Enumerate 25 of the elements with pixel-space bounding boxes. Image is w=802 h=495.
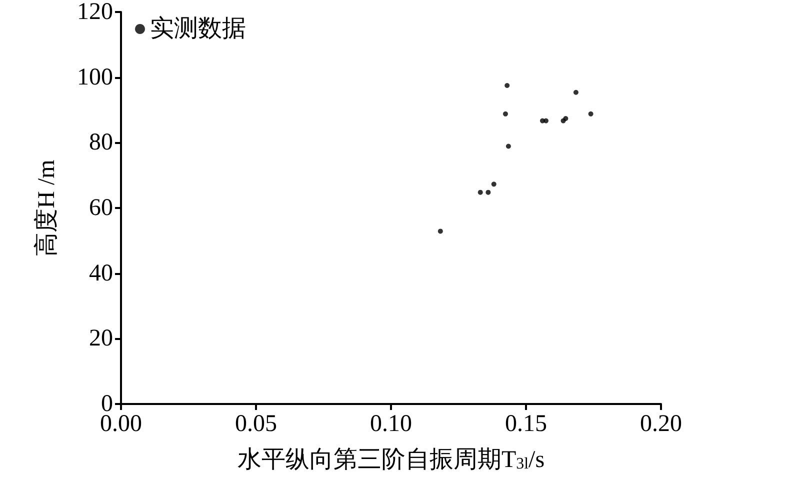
- point: [573, 90, 578, 95]
- y-tick-label: 100: [77, 64, 113, 90]
- point: [486, 190, 491, 195]
- point: [506, 144, 511, 149]
- y-tick-label: 20: [89, 326, 113, 352]
- x-tick-label: 0.05: [235, 411, 277, 437]
- point: [438, 228, 443, 234]
- x-tick-label: 0.15: [505, 411, 547, 437]
- point: [588, 111, 594, 116]
- legend-label: 实测数据: [150, 15, 246, 42]
- y-tick-label: 80: [89, 130, 113, 156]
- point: [478, 190, 483, 195]
- point: [504, 83, 510, 88]
- y-axis-title: 高度H /m: [33, 159, 60, 256]
- x-tick-label: 0.20: [640, 411, 682, 437]
- x-tick-label: 0.00: [100, 411, 142, 437]
- point: [543, 118, 548, 124]
- point: [491, 182, 496, 187]
- x-tick-label: 0.10: [370, 411, 412, 437]
- point: [502, 111, 508, 116]
- y-tick-label: 60: [89, 195, 113, 221]
- y-tick-label: 120: [77, 0, 113, 25]
- y-tick-label: 40: [89, 260, 113, 286]
- x-axis-title: 水平纵向第三阶自振周期T3l/s: [237, 447, 545, 473]
- point: [563, 116, 568, 121]
